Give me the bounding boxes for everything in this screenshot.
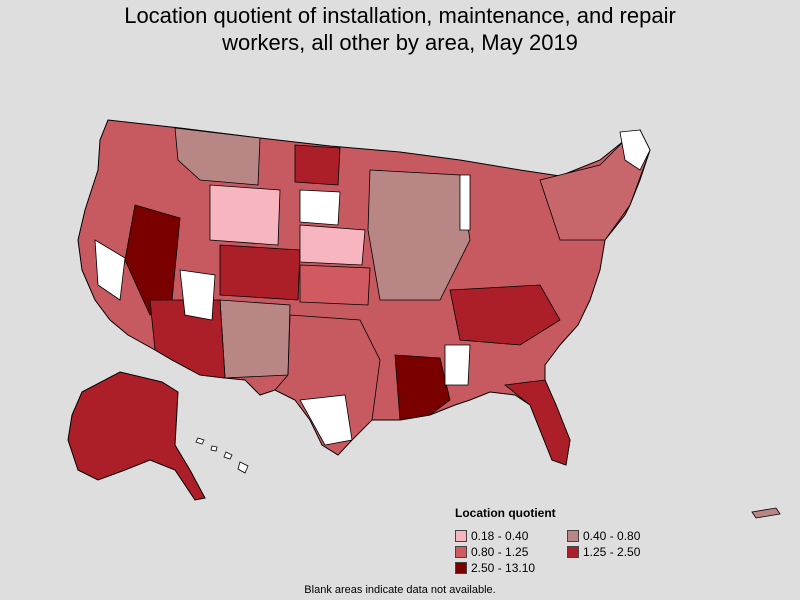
colorado-region [219, 244, 301, 301]
wyoming-region [209, 184, 281, 246]
nebraska-region [299, 224, 366, 266]
legend-swatch [455, 546, 467, 558]
no-data-area [619, 129, 651, 171]
alaska-region [67, 371, 206, 501]
texas-region [274, 314, 381, 456]
no-data-area [179, 269, 216, 321]
map-legend: Location quotient 0.18 - 0.40 0.40 - 0.8… [455, 506, 685, 575]
arizona-region [149, 299, 226, 379]
louisiana-region [394, 354, 451, 421]
legend-item: 0.40 - 0.80 [567, 529, 679, 543]
north-dakota-region [294, 144, 341, 186]
legend-title: Location quotient [455, 506, 556, 520]
title-line-2: workers, all other by area, May 2019 [222, 30, 578, 55]
legend-item: 0.18 - 0.40 [455, 529, 567, 543]
legend-item: 2.50 - 13.10 [455, 561, 567, 575]
legend-label: 0.40 - 0.80 [583, 529, 641, 543]
footnote: Blank areas indicate data not available. [304, 584, 496, 596]
no-data-area [459, 174, 471, 231]
no-data-area [94, 239, 126, 301]
legend-label: 0.18 - 0.40 [471, 529, 529, 543]
no-data-area [299, 394, 353, 446]
no-data-area [444, 344, 471, 386]
legend-label: 2.50 - 13.10 [471, 561, 536, 575]
legend-label: 0.80 - 1.25 [471, 545, 529, 559]
legend-swatch [567, 546, 579, 558]
kansas-region [299, 264, 371, 306]
legend-swatch [455, 530, 467, 542]
legend-item: 0.80 - 1.25 [455, 545, 567, 559]
montana-region [174, 127, 261, 186]
no-data-area [299, 189, 341, 226]
title-line-1: Location quotient of installation, maint… [124, 3, 676, 28]
legend-label: 1.25 - 2.50 [583, 545, 641, 559]
florida-region [504, 379, 571, 466]
map-title: Location quotient of installation, maint… [0, 2, 800, 56]
legend-item: 1.25 - 2.50 [567, 545, 679, 559]
legend-swatch [567, 530, 579, 542]
legend-grid: 0.18 - 0.40 0.40 - 0.80 0.80 - 1.25 1.25… [455, 529, 685, 575]
puerto-rico [751, 507, 781, 519]
appalachia-region [449, 284, 561, 346]
new-mexico-region [219, 299, 291, 379]
hawaii-islands [195, 437, 249, 474]
legend-swatch [455, 562, 467, 574]
